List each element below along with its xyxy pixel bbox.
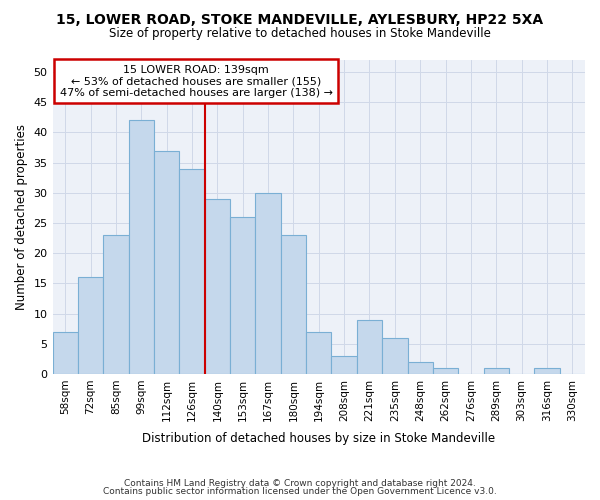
Text: Contains HM Land Registry data © Crown copyright and database right 2024.: Contains HM Land Registry data © Crown c… [124,478,476,488]
Bar [128,120,154,374]
Bar [306,332,331,374]
Text: 15 LOWER ROAD: 139sqm
← 53% of detached houses are smaller (155)
47% of semi-det: 15 LOWER ROAD: 139sqm ← 53% of detached … [60,64,333,98]
Bar [407,362,433,374]
Bar [357,320,382,374]
Bar [256,193,281,374]
Bar [154,150,179,374]
X-axis label: Distribution of detached houses by size in Stoke Mandeville: Distribution of detached houses by size … [142,432,496,445]
Bar [281,235,306,374]
Bar [78,278,103,374]
Text: Size of property relative to detached houses in Stoke Mandeville: Size of property relative to detached ho… [109,28,491,40]
Bar [484,368,509,374]
Bar [382,338,407,374]
Bar [534,368,560,374]
Text: Contains public sector information licensed under the Open Government Licence v3: Contains public sector information licen… [103,487,497,496]
Bar [179,168,205,374]
Bar [103,235,128,374]
Text: 15, LOWER ROAD, STOKE MANDEVILLE, AYLESBURY, HP22 5XA: 15, LOWER ROAD, STOKE MANDEVILLE, AYLESB… [56,12,544,26]
Bar [53,332,78,374]
Bar [331,356,357,374]
Y-axis label: Number of detached properties: Number of detached properties [15,124,28,310]
Bar [205,199,230,374]
Bar [230,217,256,374]
Bar [433,368,458,374]
